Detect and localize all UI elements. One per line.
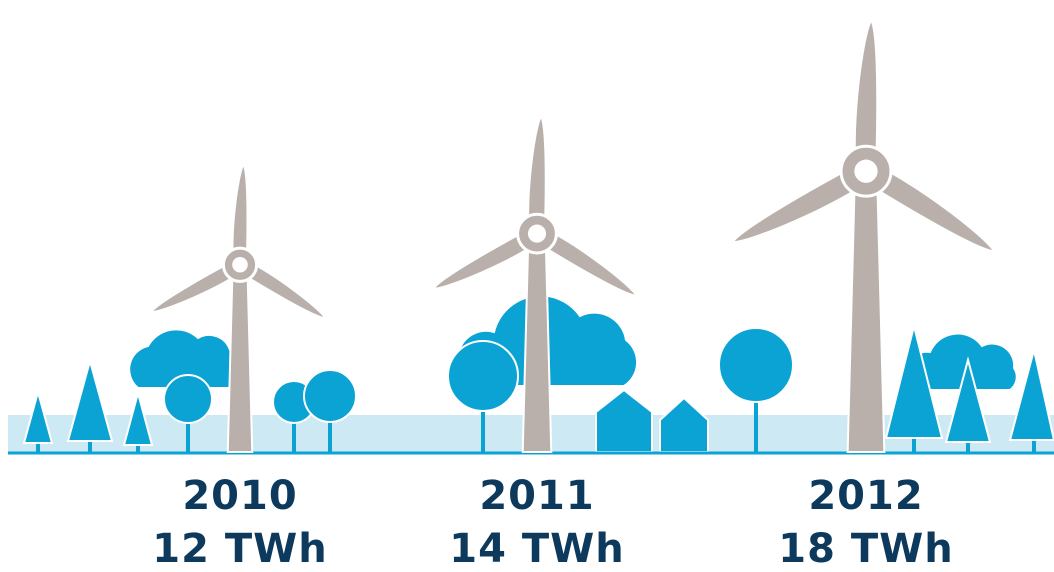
turbine-blade <box>853 18 879 173</box>
turbine-blade <box>730 161 872 244</box>
year-label: 2011 <box>479 473 594 519</box>
turbine-blade <box>531 225 639 298</box>
turbine-tower <box>521 232 553 453</box>
turbine-blade <box>859 161 996 253</box>
house <box>595 388 709 453</box>
year-label: 2012 <box>808 473 923 519</box>
year-label: 2010 <box>182 473 297 519</box>
turbine-blade <box>431 225 542 290</box>
value-label: 18 TWh <box>778 526 953 572</box>
turbine-hub-inner <box>232 257 248 273</box>
turbine-blade <box>235 257 328 320</box>
turbine-blade <box>231 161 249 267</box>
wind-turbine <box>730 18 996 453</box>
value-label: 12 TWh <box>152 526 327 572</box>
wind-turbine <box>149 161 328 453</box>
wind-turbine <box>431 113 639 453</box>
value-label: 14 TWh <box>449 526 624 572</box>
tree <box>163 327 794 452</box>
turbine-hub-inner <box>527 224 547 243</box>
turbine-blade <box>149 257 245 314</box>
turbine-hub-inner <box>854 159 878 183</box>
tree <box>22 325 1054 452</box>
turbine-blade <box>527 113 547 235</box>
turbine-tower <box>846 170 886 453</box>
turbine-tower <box>226 263 254 453</box>
